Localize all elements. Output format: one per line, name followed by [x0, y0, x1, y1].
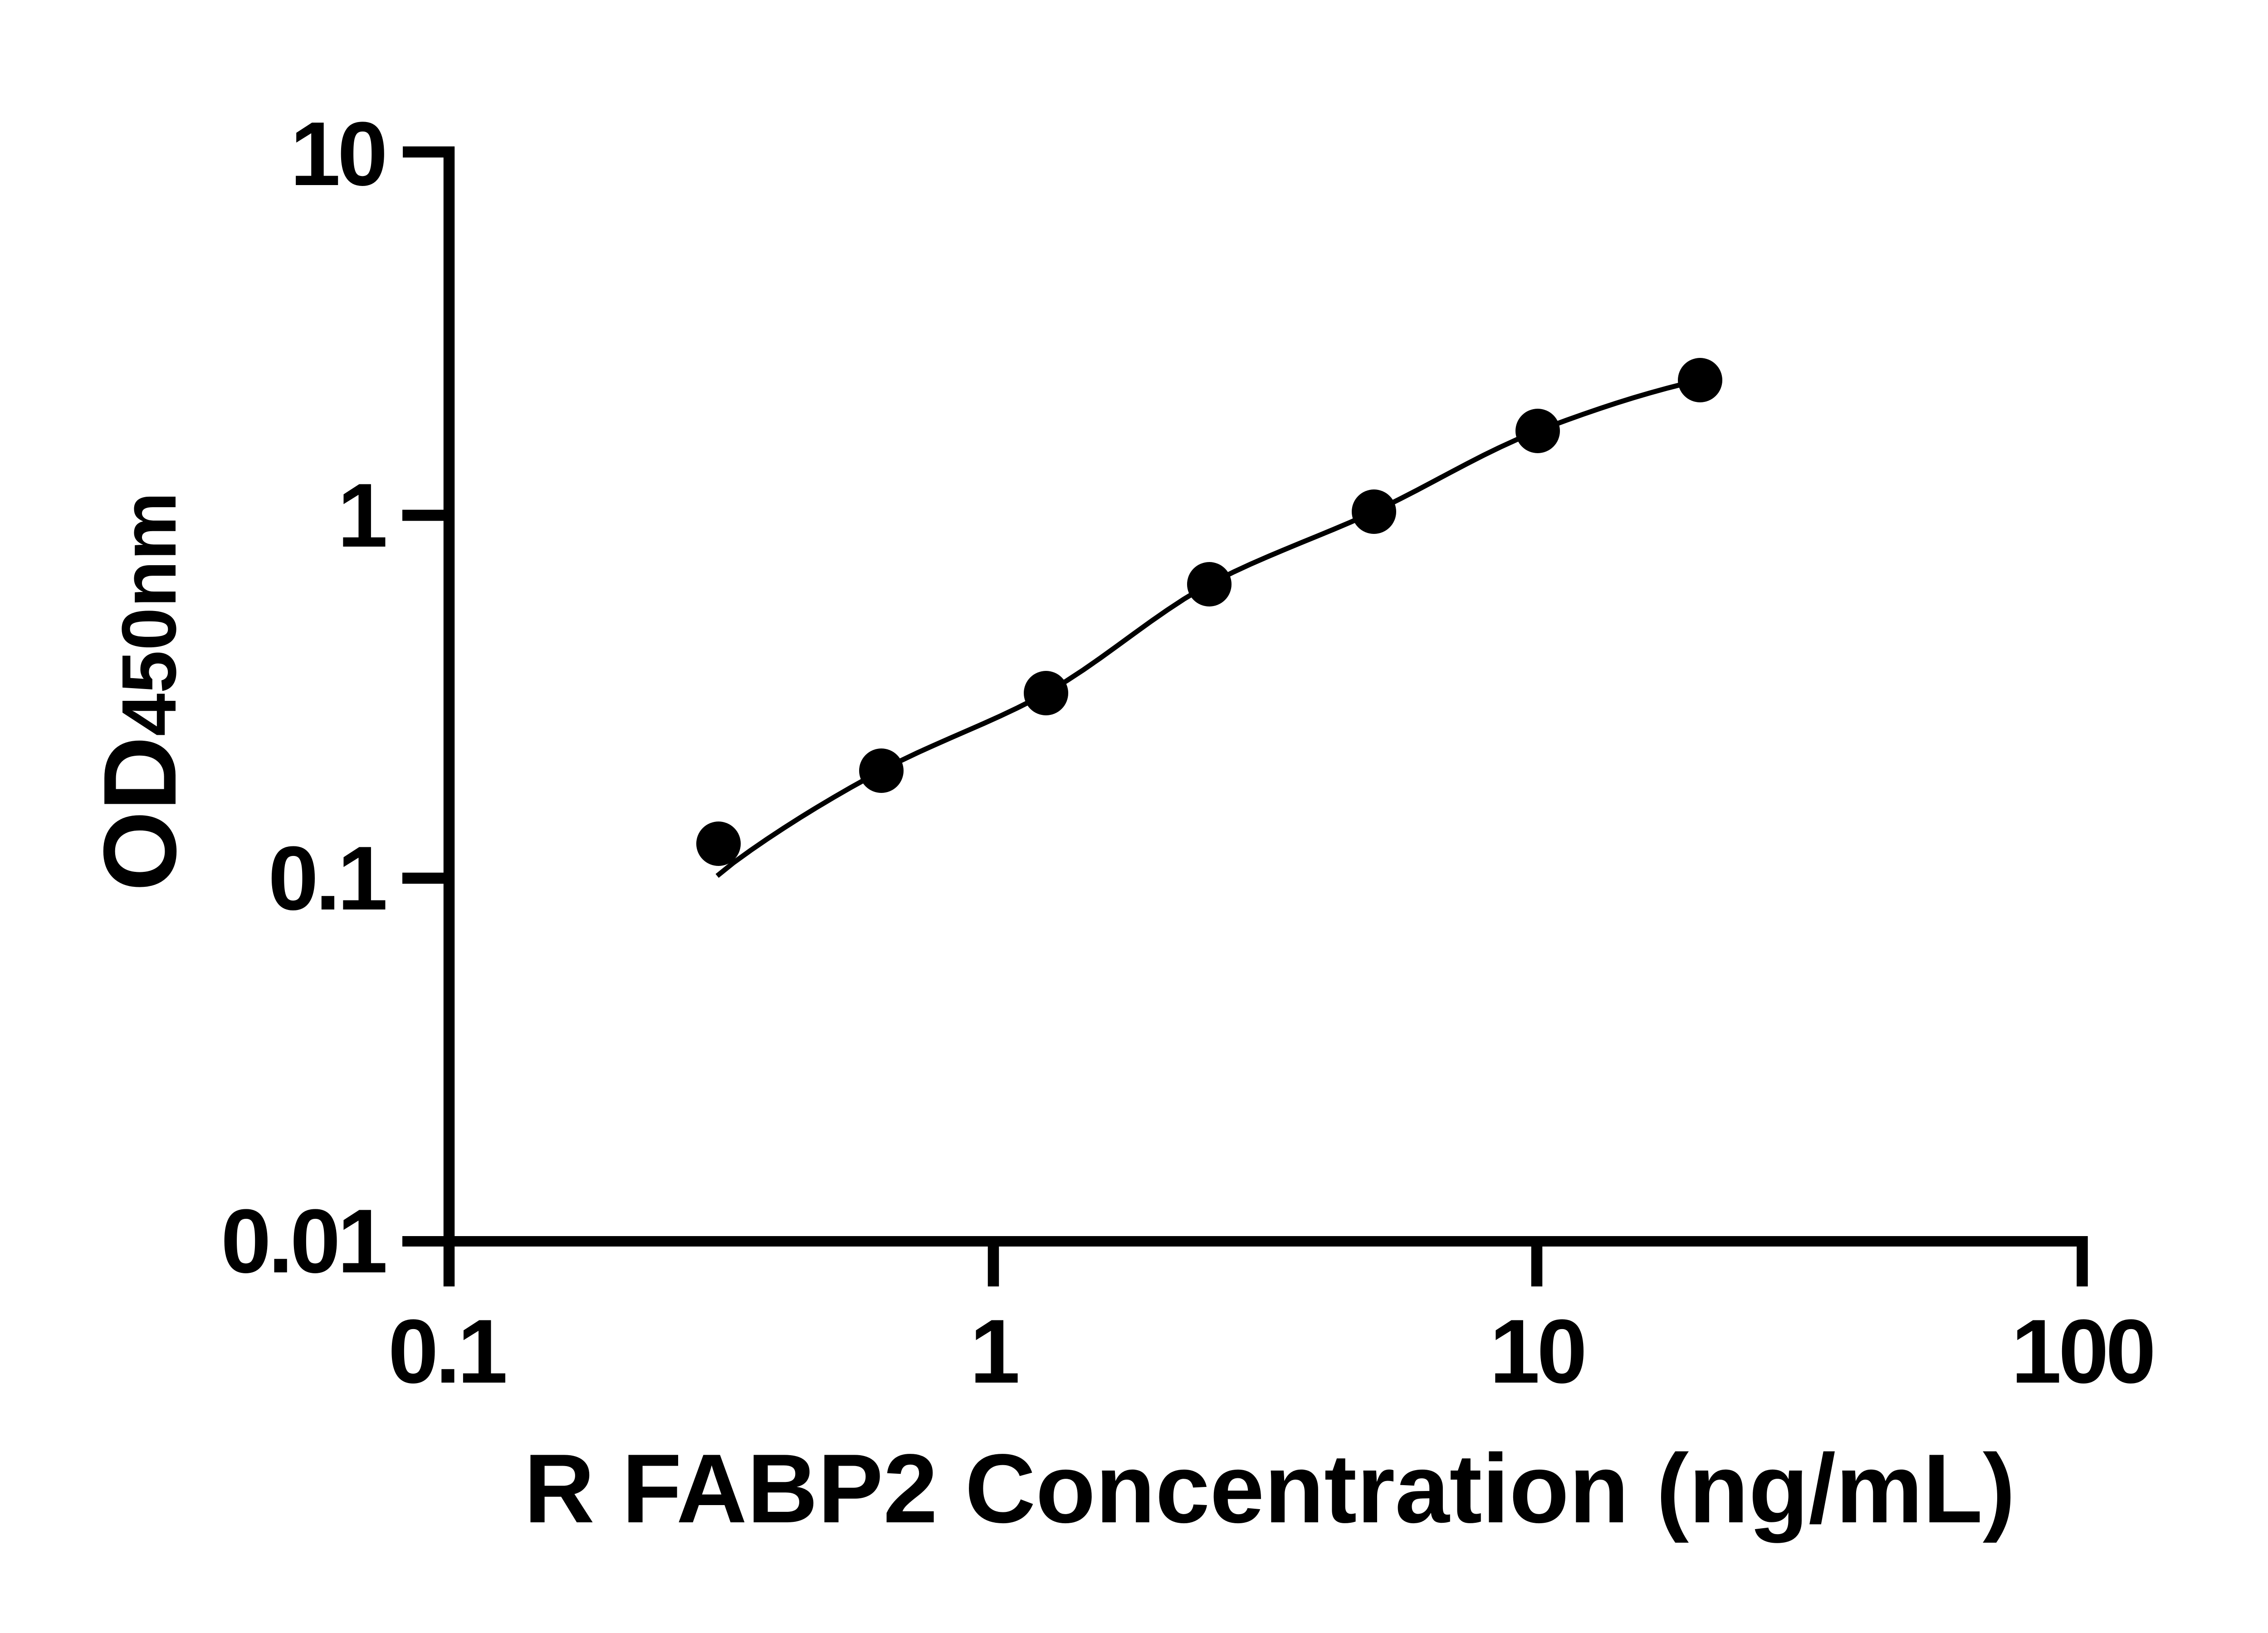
svg-text:R FABP2 Concentration (ng/mL): R FABP2 Concentration (ng/mL): [524, 1433, 2015, 1543]
svg-text:100: 100: [2011, 1301, 2153, 1402]
svg-text:1: 1: [970, 1301, 1018, 1402]
svg-text:0.1: 0.1: [388, 1301, 505, 1402]
svg-text:10: 10: [290, 103, 385, 205]
svg-text:1: 1: [337, 465, 386, 566]
svg-text:OD450nm: OD450nm: [83, 492, 198, 891]
svg-text:0.1: 0.1: [268, 828, 386, 929]
svg-text:0.01: 0.01: [221, 1191, 386, 1292]
svg-text:10: 10: [1490, 1301, 1584, 1402]
